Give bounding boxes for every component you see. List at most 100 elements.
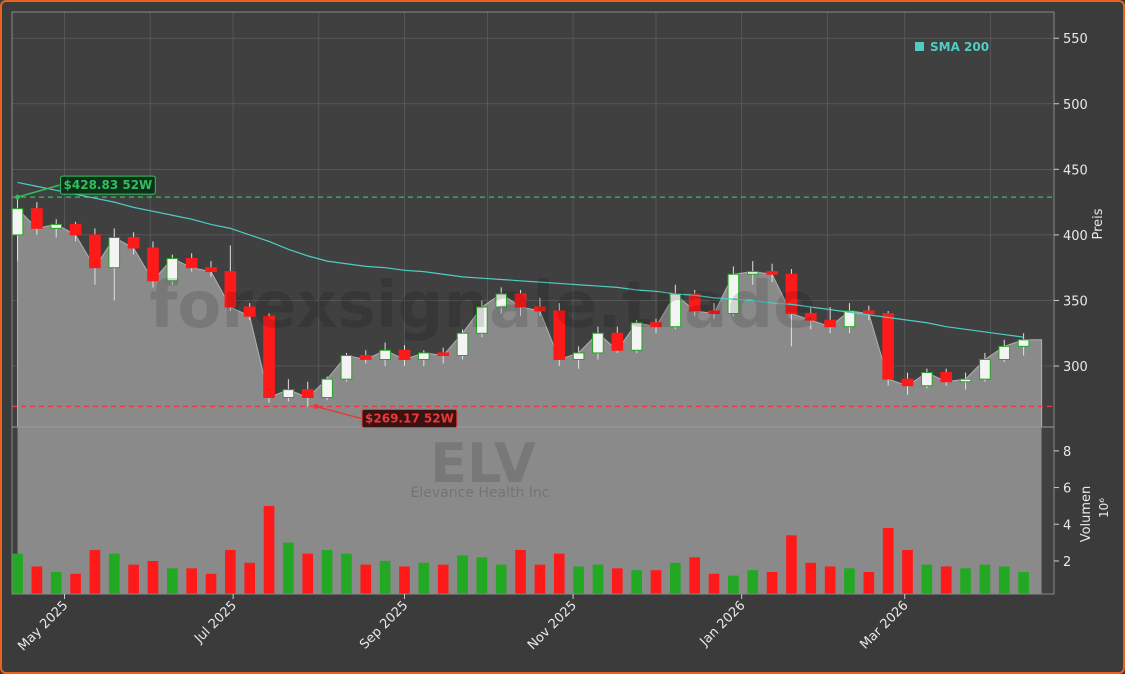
y-tick-label: 350 <box>1063 294 1088 309</box>
volume-bar <box>379 560 391 594</box>
x-tick-label: Jan 2026 <box>697 598 749 650</box>
candle-body <box>708 310 720 315</box>
candle-body <box>921 372 933 387</box>
volume-bar <box>708 573 720 594</box>
candle-body <box>456 332 469 357</box>
legend-swatch <box>915 42 924 51</box>
volume-bar <box>244 562 256 594</box>
candle-body <box>650 322 662 328</box>
candle-body <box>301 389 314 398</box>
y-tick-label: 400 <box>1063 229 1088 244</box>
y-axis-label: Preis <box>1091 208 1106 239</box>
candle-body <box>611 332 624 351</box>
candle-body <box>31 208 43 229</box>
volume-bar <box>921 564 933 594</box>
candle-body <box>514 293 527 308</box>
x-tick-label: Sep 2025 <box>357 598 411 652</box>
candle-body <box>127 237 140 249</box>
annotation-label: $269.17 52W <box>365 411 454 425</box>
candle-body <box>553 310 566 360</box>
candle-body <box>940 372 953 383</box>
candle-body <box>688 293 701 312</box>
volume-bar <box>476 557 488 594</box>
candle-body <box>998 345 1011 360</box>
volume-bar <box>360 564 372 594</box>
volume-bar <box>863 571 875 594</box>
candle-body <box>224 271 237 308</box>
candle-body <box>804 313 817 321</box>
annotation-point <box>313 403 319 409</box>
annotation-arrow <box>315 405 362 420</box>
volume-bar <box>166 568 178 594</box>
volume-bar <box>766 571 778 594</box>
watermark: forexsignale.trade <box>150 269 817 343</box>
volume-bar <box>592 564 604 594</box>
volume-bar <box>89 549 101 594</box>
volume-bar <box>302 553 314 594</box>
volume-tick-label: 8 <box>1063 445 1071 460</box>
candle-body <box>340 355 353 380</box>
candle-body <box>359 355 372 360</box>
candle-body <box>979 358 991 380</box>
candle-body <box>398 349 411 360</box>
candle-body <box>824 319 836 328</box>
volume-bar <box>128 564 139 594</box>
volume-bar <box>283 542 294 594</box>
sma-line <box>17 181 1024 338</box>
candle-body <box>147 247 159 282</box>
annotation-box <box>361 408 458 428</box>
volume-bar <box>1018 571 1029 594</box>
plot-border <box>11 11 1055 595</box>
candle-body <box>495 293 508 308</box>
volume-bar <box>147 560 159 594</box>
y-tick-label: 550 <box>1063 32 1088 47</box>
volume-bar <box>495 564 507 594</box>
x-tick-label: Jul 2025 <box>191 598 240 647</box>
volume-bar <box>824 566 836 594</box>
x-tick-label: Nov 2025 <box>525 598 580 653</box>
watermark-symbol: ELV <box>430 432 536 495</box>
volume-axis-label: Volumen <box>1079 486 1094 543</box>
volume-bar <box>186 568 197 594</box>
candle-body <box>89 234 101 269</box>
candle-body <box>69 223 82 236</box>
volume-bar <box>321 549 333 594</box>
candle-body <box>379 349 391 360</box>
volume-bar <box>108 553 120 594</box>
candle-body <box>476 306 488 334</box>
volume-bar <box>998 566 1010 594</box>
candle-body <box>746 271 759 275</box>
candle-body <box>630 322 643 351</box>
candle-body <box>243 306 256 317</box>
annotation: $269.17 52W <box>313 403 458 428</box>
candle-body <box>727 273 740 315</box>
candle-body <box>766 271 778 275</box>
volume-bar <box>631 570 642 594</box>
annotation-label: $428.83 52W <box>64 178 153 192</box>
volume-bar <box>341 553 352 594</box>
candle-body <box>205 267 217 273</box>
volume-bar <box>263 505 275 594</box>
volume-tick-label: 2 <box>1063 555 1071 570</box>
volume-bar <box>670 562 681 594</box>
candle-body <box>321 378 333 398</box>
volume-bar <box>573 566 584 594</box>
volume-bar <box>399 566 410 594</box>
volume-bar <box>70 573 81 594</box>
x-tick-label: Mar 2026 <box>857 598 911 652</box>
volume-bar <box>805 562 817 594</box>
volume-bar <box>457 555 468 594</box>
y-tick-label: 500 <box>1063 98 1088 113</box>
volume-bar <box>650 570 662 594</box>
volume-bar <box>728 575 739 594</box>
volume-bar <box>689 557 701 594</box>
y-tick-label: 450 <box>1063 163 1088 178</box>
volume-bar <box>418 562 430 594</box>
volume-tick-label: 6 <box>1063 482 1071 497</box>
candle-body <box>282 389 295 398</box>
candle-body <box>592 332 604 354</box>
candle-body <box>882 313 894 380</box>
candle-body <box>108 237 121 269</box>
